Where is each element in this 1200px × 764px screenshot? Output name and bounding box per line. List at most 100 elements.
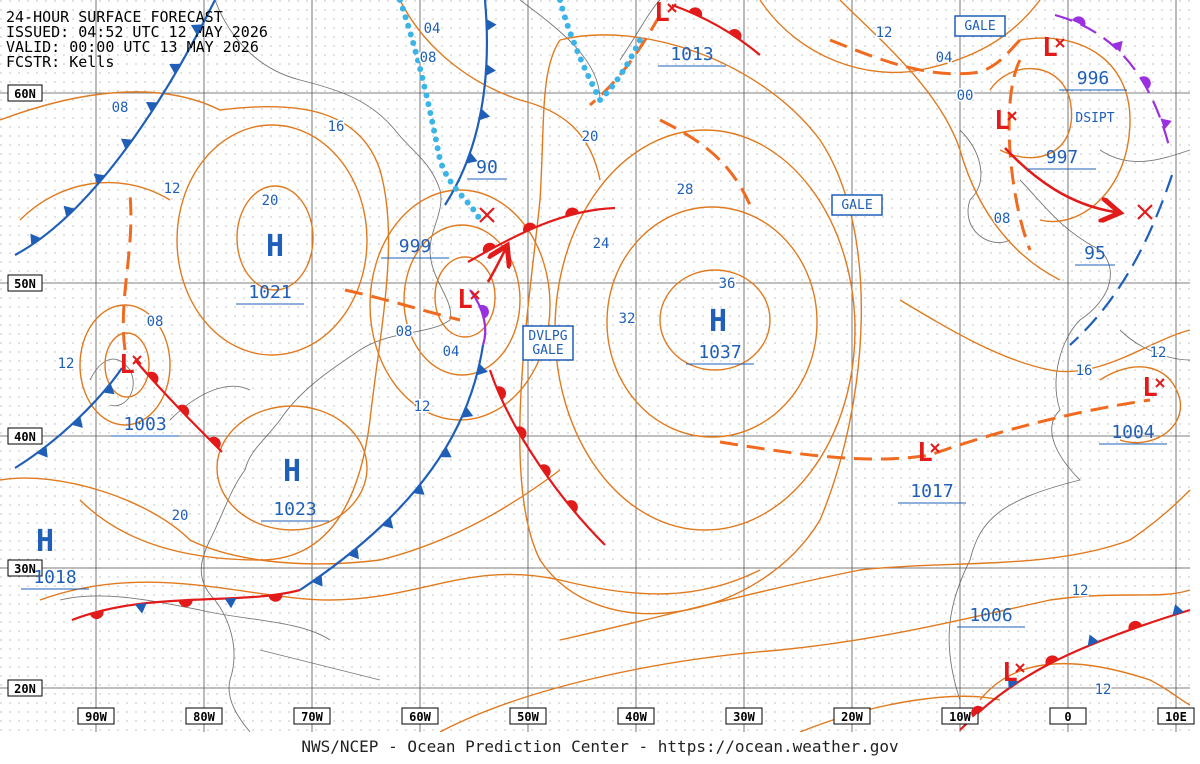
front-cold (14, 367, 123, 469)
semicircle (515, 426, 527, 440)
front-semicircle (1140, 76, 1151, 90)
front-semicircle (496, 386, 506, 400)
note: DSIPT (1075, 111, 1114, 126)
front-semicircle (565, 207, 580, 217)
latitude-label: 50N (14, 277, 36, 291)
isobar-label: 32 (619, 311, 636, 327)
front-triangle (1172, 604, 1184, 616)
longitude-label: 90W (85, 710, 107, 724)
front-semicircle (479, 304, 489, 319)
triangle (93, 173, 106, 185)
pressure-value: 95 (1084, 243, 1106, 264)
semicircle (89, 610, 104, 620)
longitude-label: 80W (193, 710, 215, 724)
semicircle (565, 207, 580, 217)
isobar-label: 24 (593, 236, 610, 252)
longitude-box (185, 707, 223, 725)
footer-band (0, 732, 1200, 764)
semicircle (539, 464, 551, 477)
front-triangle (190, 24, 203, 35)
triangle (476, 363, 488, 376)
triangle (440, 446, 452, 458)
front-semicircle (566, 500, 578, 513)
semicircle (1140, 76, 1151, 90)
triangle (486, 18, 497, 31)
longitude-box (1157, 707, 1195, 725)
warning-box (522, 325, 574, 361)
front-triangle (1008, 676, 1019, 689)
longitude-box (617, 707, 655, 725)
pressure-value: 1013 (670, 44, 713, 65)
triangle (102, 383, 115, 395)
triangle (466, 152, 478, 164)
semicircle (208, 436, 221, 449)
latitude-box (7, 427, 43, 445)
front-triangle (348, 547, 359, 560)
front-trough (659, 118, 752, 206)
low-symbol: L (1142, 373, 1158, 403)
front-triangle (440, 446, 452, 458)
triangle (1172, 604, 1184, 616)
latitude-box (7, 679, 43, 697)
low-center (1055, 38, 1065, 48)
low-symbol: L (119, 350, 135, 380)
longitude-label: 30W (733, 710, 755, 724)
isobars (0, 0, 1191, 733)
front-triangle (71, 416, 83, 428)
isobar-label: 00 (957, 88, 974, 104)
pressure-value: 996 (1077, 68, 1110, 89)
graticule (0, 0, 1190, 732)
isobar-label: 12 (1095, 682, 1112, 698)
triangle (169, 63, 181, 75)
header-line: FCSTR: Kells (6, 53, 114, 71)
front-warm (671, 3, 761, 56)
front-triangle (413, 483, 425, 495)
triangle (461, 406, 474, 418)
semicircle (178, 599, 193, 608)
pressure-value: 997 (1046, 147, 1079, 168)
isobar-label: 12 (414, 399, 431, 415)
longitude-box (401, 707, 439, 725)
isobar-label: 08 (112, 100, 129, 116)
coastlines (59, 0, 1191, 733)
latitude-box (7, 559, 43, 577)
longitude-label: 0 (1064, 710, 1071, 724)
front-triangle (63, 205, 75, 218)
fronts (14, 0, 1191, 731)
triangle (311, 575, 323, 587)
front-cold (299, 344, 485, 591)
longitude-box (509, 707, 547, 725)
header-line: 24-HOUR SURFACE FORECAST (6, 8, 223, 26)
isobar-label: 28 (677, 182, 694, 198)
semicircle (971, 705, 984, 718)
triangle (485, 63, 496, 76)
longitude-label: 10W (949, 710, 971, 724)
front-semicircle (539, 464, 551, 477)
isobar-label: 08 (420, 50, 437, 66)
front-triangle (93, 173, 106, 185)
pressure-value: 90 (476, 157, 498, 178)
pressure-value: 1037 (698, 342, 741, 363)
isobar-label: 08 (994, 211, 1011, 227)
front-occluded (1054, 13, 1172, 151)
front-triangle (466, 152, 478, 164)
triangle (145, 101, 158, 113)
longitude-box (941, 707, 979, 725)
forming-low-x (1137, 204, 1153, 220)
semicircle (1128, 620, 1143, 631)
front-dashcold (1069, 174, 1174, 346)
front-semicircle (268, 593, 283, 602)
longitude-box (77, 707, 115, 725)
low-center (470, 290, 480, 300)
triangle (1160, 118, 1172, 130)
warning-box (831, 194, 883, 216)
isobar-label: 04 (443, 344, 460, 360)
triangle (120, 138, 133, 150)
isobar-label: 12 (1072, 583, 1089, 599)
triangle (190, 24, 203, 35)
low-center (930, 443, 940, 453)
front-trough (1007, 59, 1032, 251)
latitude-label: 40N (14, 430, 36, 444)
triangle (36, 446, 48, 458)
